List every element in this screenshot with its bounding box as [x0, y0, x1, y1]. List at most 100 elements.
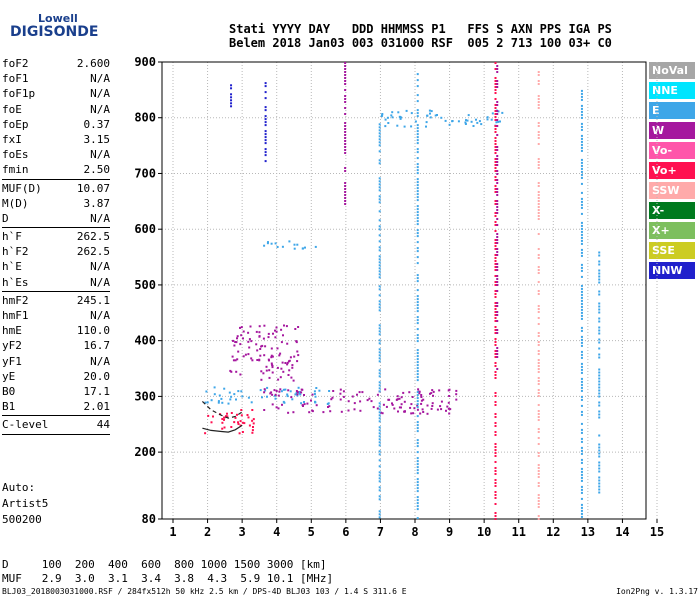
- echo-point: [230, 426, 233, 428]
- param-value: N/A: [90, 354, 110, 368]
- echo-point: [308, 411, 311, 414]
- vertical-echo: [494, 479, 497, 481]
- x-tick-label: 6: [342, 525, 349, 539]
- y-tick-label: 500: [134, 278, 156, 292]
- vertical-echo: [378, 129, 381, 132]
- vertical-echo: [598, 326, 601, 329]
- vertical-echo: [378, 288, 381, 291]
- vertical-echo: [580, 275, 583, 278]
- vertical-echo: [598, 374, 601, 377]
- vertical-echo: [494, 116, 497, 118]
- param-label: foEs: [2, 148, 29, 162]
- echo-point: [246, 414, 249, 416]
- vertical-echo: [580, 353, 583, 356]
- vertical-echo: [580, 197, 583, 200]
- vertical-echo: [378, 516, 381, 519]
- vertical-echo: [494, 293, 497, 295]
- vertical-echo: [494, 356, 497, 358]
- vertical-echo: [494, 92, 497, 94]
- vertical-echo: [537, 467, 540, 469]
- vertical-echo: [264, 115, 267, 118]
- vertical-echo: [264, 121, 267, 124]
- vertical-echo: [580, 239, 583, 242]
- vertical-echo: [416, 442, 419, 445]
- echo-point: [278, 354, 281, 357]
- vertical-echo: [494, 473, 497, 475]
- vertical-echo: [230, 96, 233, 99]
- vertical-echo: [580, 296, 583, 299]
- vertical-echo: [378, 270, 381, 273]
- vertical-echo: [416, 379, 419, 382]
- vertical-echo: [230, 102, 233, 105]
- param-label: foEp: [2, 117, 29, 131]
- echo-point: [283, 324, 285, 327]
- param-row: C-level 44: [2, 417, 110, 432]
- echo-point: [330, 398, 333, 401]
- vertical-echo: [264, 151, 267, 154]
- legend-item: NNW: [649, 262, 695, 279]
- param-label: yF2: [2, 339, 22, 353]
- vertical-echo: [598, 317, 601, 320]
- echo-point: [205, 390, 208, 393]
- echo-point: [411, 396, 414, 398]
- vertical-echo: [598, 464, 601, 467]
- vertical-echo: [416, 184, 419, 187]
- echo-point: [239, 420, 242, 423]
- echo-point: [431, 389, 434, 392]
- vertical-echo: [580, 506, 583, 509]
- vertical-echo: [494, 164, 497, 166]
- echo-point: [266, 242, 269, 245]
- vertical-echo: [378, 354, 381, 357]
- echo-point: [250, 340, 253, 343]
- vertical-echo: [230, 84, 233, 87]
- echo-point: [413, 407, 416, 410]
- echo-point: [242, 330, 245, 333]
- vertical-echo: [416, 85, 419, 88]
- vertical-echo: [537, 80, 540, 82]
- echo-point: [284, 362, 287, 364]
- vertical-echo: [494, 425, 497, 427]
- vertical-echo: [416, 430, 419, 433]
- param-label: foE: [2, 102, 22, 116]
- vertical-echo: [494, 128, 497, 130]
- echo-point: [420, 396, 423, 398]
- echo-point: [240, 326, 243, 329]
- param-value: N/A: [90, 148, 110, 162]
- param-value: 20.0: [83, 369, 111, 383]
- vertical-echo: [378, 477, 381, 480]
- param-value: 10.07: [76, 181, 110, 195]
- param-label: B1: [2, 400, 16, 414]
- vertical-echo: [494, 320, 497, 322]
- vertical-echo: [537, 389, 540, 391]
- vertical-echo: [378, 357, 381, 360]
- vertical-echo: [598, 455, 601, 458]
- parameter-list: foF2 2.600 foF1 N/A foF1p N/A foE N/A foEp 0.37 fx…: [2, 56, 110, 436]
- echo-point: [368, 397, 371, 400]
- vertical-echo: [264, 109, 267, 112]
- vertical-echo: [580, 98, 583, 101]
- echo-point: [400, 116, 403, 119]
- vertical-echo: [537, 362, 540, 364]
- echo-point: [223, 416, 226, 419]
- vertical-echo: [580, 497, 583, 500]
- param-value: N/A: [90, 309, 110, 322]
- vertical-echo: [496, 254, 499, 256]
- vertical-echo: [416, 508, 419, 511]
- vertical-echo: [598, 443, 601, 446]
- vertical-echo: [344, 185, 347, 187]
- vertical-echo: [580, 95, 583, 98]
- param-label: C-level: [2, 418, 49, 432]
- vertical-echo: [598, 479, 601, 482]
- echo-point: [455, 398, 458, 401]
- vertical-echo: [344, 170, 347, 172]
- param-label: foF1p: [2, 87, 36, 101]
- echo-point: [265, 369, 268, 372]
- vertical-echo: [580, 383, 583, 386]
- vertical-echo: [416, 394, 419, 397]
- vertical-echo: [416, 361, 419, 364]
- vertical-echo: [537, 344, 540, 346]
- echo-point: [297, 354, 300, 357]
- vertical-echo: [378, 495, 381, 498]
- vertical-echo: [264, 139, 267, 142]
- vertical-echo: [494, 254, 497, 256]
